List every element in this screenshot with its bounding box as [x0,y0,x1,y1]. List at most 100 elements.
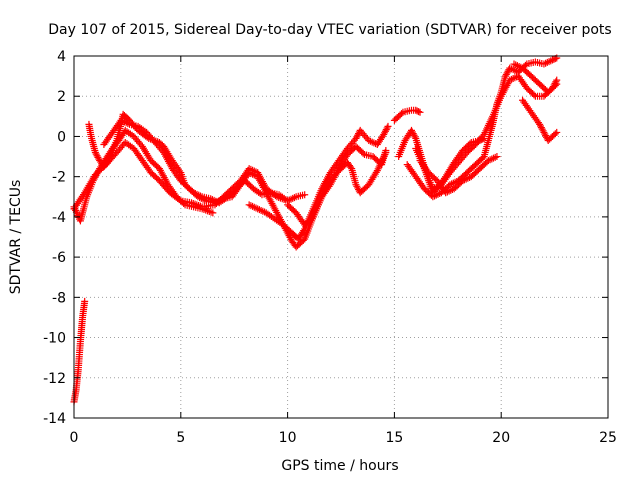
data-point [196,194,204,202]
data-point [255,206,263,214]
data-point [553,128,561,136]
data-track [510,60,561,96]
data-point [353,182,361,190]
data-point [383,124,391,132]
data-point [512,61,520,69]
data-point [209,209,217,217]
chart-title: Day 107 of 2015, Sidereal Day-to-day VTE… [48,22,611,38]
data-track [412,72,561,193]
data-point [537,122,545,130]
data-point [411,133,419,141]
data-point [245,201,253,209]
y-tick-label: -6 [52,250,66,266]
data-point [538,125,546,133]
data-point [416,108,424,116]
data-point [353,133,361,141]
data-point [117,116,125,124]
data-point [447,186,455,194]
data-point [352,134,360,142]
data-point [507,75,515,83]
data-track [416,153,501,197]
data-point [542,59,550,67]
data-point [347,163,355,171]
data-point [380,130,388,138]
data-point [199,195,207,203]
x-tick-label: 20 [492,430,510,446]
data-point [491,153,499,161]
data-point [359,149,367,157]
data-point [540,128,548,136]
data-point [543,58,551,66]
data-point [213,198,221,206]
data-point [249,170,257,178]
data-point [542,132,550,140]
data-point [201,196,209,204]
data-point [506,64,514,72]
data-point [530,91,538,99]
data-point [446,181,454,189]
data-point [431,184,439,192]
data-point [541,130,549,138]
x-tick-label: 25 [599,430,617,446]
data-point [551,130,559,138]
data-point [493,153,501,161]
x-axis-label: GPS time / hours [281,458,398,474]
data-point [354,184,362,192]
data-point [449,179,457,187]
data-point [93,152,101,160]
data-point [509,66,517,74]
data-point [254,205,262,213]
data-point [434,190,442,198]
plot-frame [73,55,609,419]
data-track [390,106,424,124]
y-tick-label: -10 [43,331,66,347]
data-point [409,130,417,138]
data-point [247,202,255,210]
data-point [256,190,264,198]
data-point [300,227,308,235]
y-tick-label: 0 [57,129,66,145]
data-point [252,204,260,212]
data-point [502,71,510,79]
data-point [103,158,111,166]
data-point [250,171,258,179]
data-point [120,118,128,126]
data-point [407,126,415,134]
data-point [464,174,472,182]
data-point [540,60,548,68]
data-point [365,136,373,144]
data-point [366,137,374,145]
data-point [218,196,226,204]
y-tick-label: 4 [57,49,66,65]
data-point [510,60,518,68]
data-point [431,192,439,200]
data-point [381,127,389,135]
data-point [513,62,521,70]
data-point [122,119,130,127]
data-point [501,72,509,80]
data-point [214,197,222,205]
data-point [539,127,547,135]
data-point [382,126,390,134]
data-point [124,120,132,128]
data-point [545,58,553,66]
data-point [384,122,392,130]
data-point [503,69,511,77]
data-track [284,149,390,229]
data-point [381,129,389,137]
x-tick-label: 0 [70,430,79,446]
data-point [507,65,515,73]
data-point [553,80,561,88]
data-point [176,167,184,175]
data-point [285,196,293,204]
data-point [354,131,362,139]
data-point [94,153,102,161]
data-point [410,131,418,139]
data-point [432,191,440,199]
data-point [352,181,360,189]
data-point [289,194,297,202]
data-point [197,194,205,202]
data-point [488,155,496,163]
